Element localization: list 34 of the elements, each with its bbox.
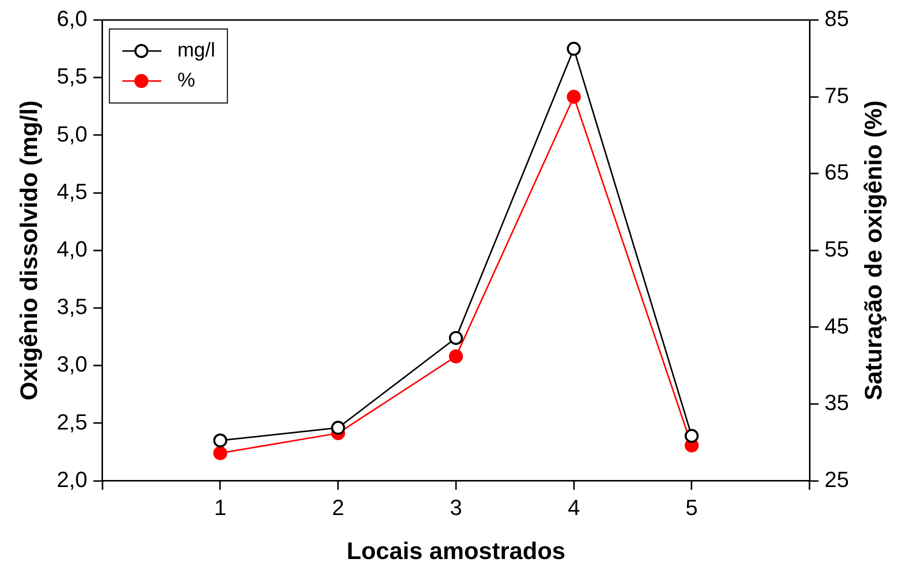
point	[213, 433, 228, 448]
point	[448, 330, 463, 345]
legend-label: mg/l	[177, 40, 216, 62]
point	[331, 420, 346, 435]
y2-tick-label: 25	[824, 466, 850, 492]
y2-tick-label: 35	[824, 390, 850, 416]
y2-tick-label: 55	[824, 236, 850, 262]
y-tick-label: 2,5	[56, 409, 88, 434]
y2-tick-label: 65	[824, 160, 850, 185]
y2-tick-label: 75	[824, 82, 850, 108]
y-tick-label: 3,0	[56, 352, 88, 377]
point	[566, 90, 581, 104]
y-axis-title: Oxigênio dissolvido (mg/l)	[16, 100, 44, 400]
x-tick-label: 5	[686, 495, 698, 520]
y-tick-label: 4,0	[56, 236, 88, 262]
y-tick-label: 6,0	[56, 6, 88, 32]
y2-tick-label: 45	[824, 313, 850, 338]
x-tick-label: 1	[214, 495, 226, 520]
y-tick-label: 3,5	[56, 294, 88, 320]
x-tick-label: 4	[568, 495, 580, 520]
point	[684, 428, 699, 443]
point	[566, 42, 581, 56]
y-tick-label: 2,0	[56, 466, 88, 492]
x-axis-title: Locais amostrados	[346, 538, 566, 566]
y-tick-label: 5,0	[56, 121, 88, 146]
point	[448, 349, 463, 364]
y-tick-label: 4,5	[56, 178, 88, 204]
x-tick-label: 3	[450, 495, 462, 520]
y2-axis-title: Saturação de oxigênio (%)	[860, 100, 888, 400]
x-tick-label: 2	[332, 495, 344, 520]
y-tick-label: 5,5	[56, 64, 88, 89]
y2-tick-label: 85	[824, 6, 850, 32]
legend-label: %	[177, 70, 196, 92]
point	[213, 446, 228, 460]
